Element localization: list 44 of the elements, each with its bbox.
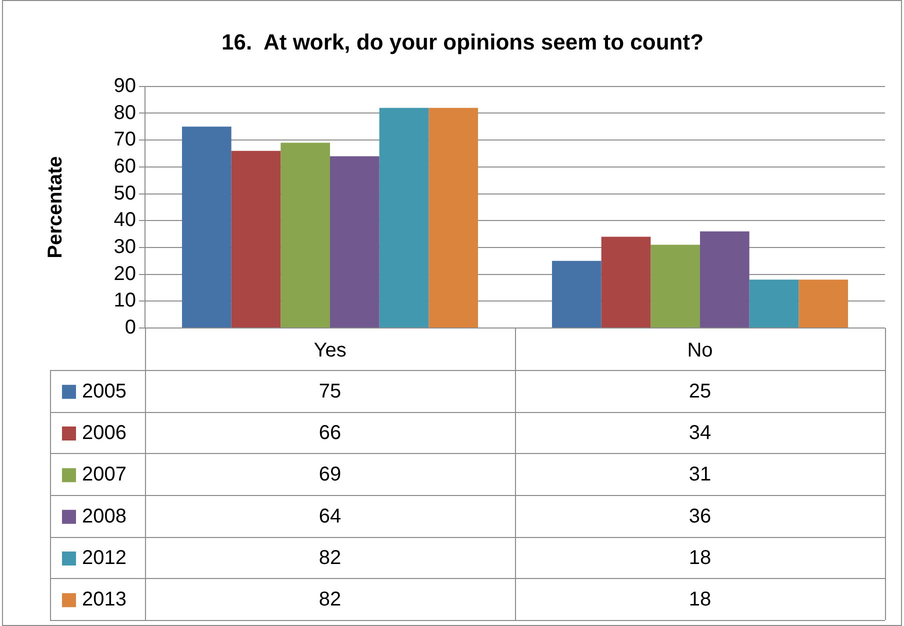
chart-title: 16. At work, do your opinions seem to count? [221, 29, 704, 54]
y-tick-label: 60 [114, 155, 136, 178]
data-label: 36 [688, 505, 712, 528]
bar [650, 244, 700, 328]
y-tick-label: 90 [114, 74, 136, 97]
y-tick-label: 50 [114, 182, 136, 204]
data-label: 31 [688, 464, 712, 486]
legend-label: 2007 [82, 464, 126, 486]
legend-label: 2005 [82, 380, 126, 402]
bar [280, 142, 330, 328]
legend-label: 2012 [82, 547, 126, 570]
bar [379, 108, 429, 328]
data-label: 69 [318, 464, 342, 486]
x-tick-label: Yes [314, 340, 346, 362]
legend-label: 2006 [82, 422, 126, 444]
data-label: 18 [688, 547, 712, 570]
y-axis-title: Percentate [44, 156, 67, 258]
bar [601, 236, 651, 328]
legend-label: 2008 [82, 505, 126, 528]
data-label: 18 [688, 588, 712, 611]
bar [552, 260, 602, 328]
legend-label: 2013 [82, 588, 126, 611]
y-tick-label: 70 [114, 128, 136, 151]
data-label: 25 [688, 380, 712, 402]
y-tick-label: 10 [114, 290, 136, 312]
bar [330, 156, 380, 328]
bar [231, 150, 281, 328]
bar [182, 126, 232, 328]
y-tick-label: 20 [114, 262, 136, 285]
data-label: 82 [318, 547, 342, 570]
bar [749, 280, 799, 328]
y-tick-label: 0 [124, 316, 136, 339]
y-tick-label: 30 [114, 236, 136, 258]
data-label: 66 [318, 422, 342, 444]
x-tick-label: No [687, 340, 713, 362]
bar [798, 280, 848, 328]
data-label: 75 [318, 380, 342, 402]
data-label: 64 [318, 505, 342, 528]
data-label: 34 [688, 422, 712, 444]
bar [700, 231, 750, 328]
y-tick-label: 80 [114, 102, 136, 124]
y-tick-label: 40 [114, 209, 136, 232]
bar [428, 108, 478, 328]
data-label: 82 [318, 588, 342, 611]
